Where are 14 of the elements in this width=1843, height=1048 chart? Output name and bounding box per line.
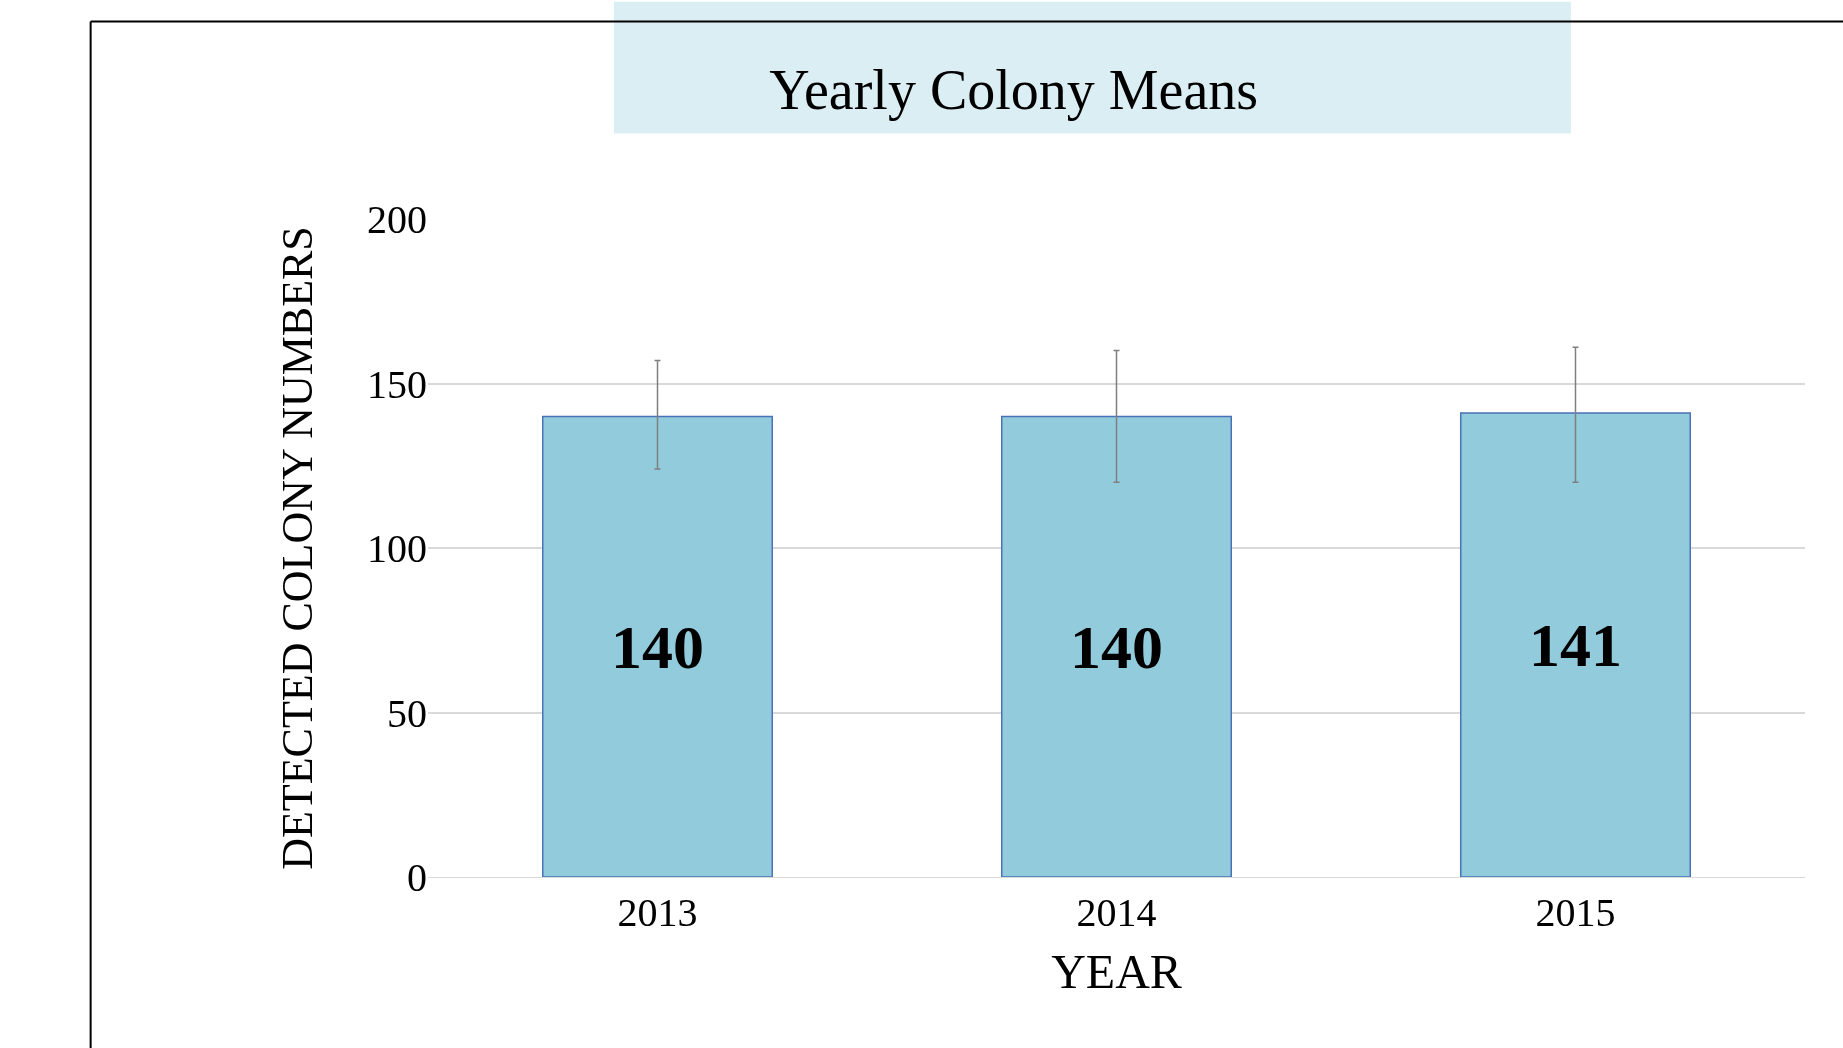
y-tick-label: 150 <box>367 361 427 407</box>
x-tick-label: 2015 <box>1535 890 1616 935</box>
x-tick-label: 2013 <box>617 890 698 935</box>
y-tick-label: 0 <box>407 855 427 900</box>
y-tick-label: 50 <box>387 690 427 736</box>
y-axis-title: DETECTED COLONY NUMBERS <box>273 226 323 870</box>
y-tick-label: 100 <box>367 526 427 571</box>
x-tick-label: 2014 <box>1076 890 1157 935</box>
data-label: 140 <box>611 612 704 681</box>
y-tick-label: 200 <box>367 197 427 242</box>
data-label: 141 <box>1529 611 1622 680</box>
chart-title: Yearly Colony Means <box>769 58 1259 121</box>
x-axis-title: YEAR <box>1051 945 1182 999</box>
data-label: 140 <box>1070 612 1163 681</box>
